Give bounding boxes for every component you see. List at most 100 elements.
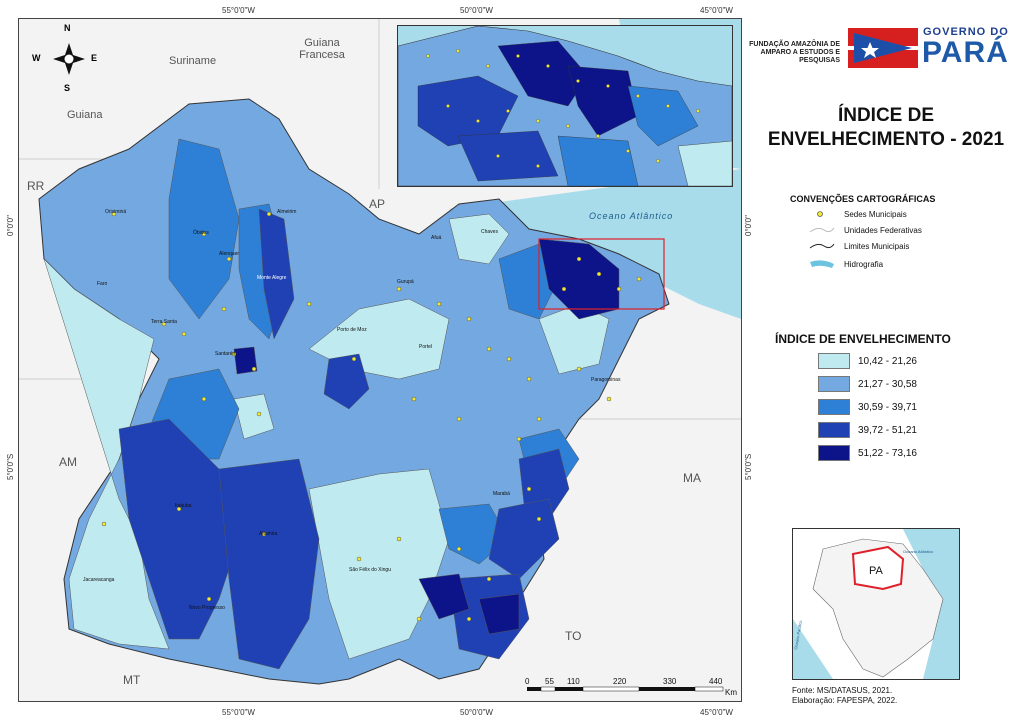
muni-label: Jacareacanga	[83, 577, 115, 583]
lat-label-left: 5°0'0"S	[6, 453, 15, 480]
conv-limits: Limites Municipais	[808, 239, 909, 253]
title-line-1: ÍNDICE DE	[837, 105, 935, 126]
compass-n: N	[64, 23, 71, 33]
state-label-am: AM	[59, 455, 77, 469]
legend-label: 39,72 - 51,21	[858, 424, 917, 436]
lat-label-right: 5°0'0"S	[744, 453, 753, 480]
org-line-2: AMPARO A ESTUDOS E	[760, 49, 840, 56]
muni-label: Novo Progresso	[189, 605, 225, 611]
legend-label: 30,59 - 39,71	[858, 401, 917, 413]
state-label-ma: MA	[683, 471, 701, 485]
legend-row: 39,72 - 51,21	[818, 421, 917, 439]
muni-label: Marabá	[493, 491, 510, 497]
lat-label-right: 0°0'0"	[744, 215, 753, 236]
map-canvas	[19, 19, 741, 692]
muni-label: Terra Santa	[151, 319, 177, 325]
country-label-guiana-francesa: Guiana Francesa	[299, 37, 345, 61]
compass-w: W	[32, 53, 41, 63]
muni-label: Monte Alegre	[257, 275, 287, 281]
scale-tick: 110	[567, 677, 580, 686]
map-title: ÍNDICE DE ENVELHECIMENTO - 2021	[755, 104, 1017, 152]
scale-bar	[527, 686, 724, 692]
legend-row: 21,27 - 30,58	[818, 375, 917, 393]
conv-label: Hidrografia	[844, 259, 884, 269]
legend-label: 21,27 - 30,58	[858, 378, 917, 390]
source-line-2: Elaboração: FAPESPA, 2022.	[792, 696, 898, 705]
muni-label: Portel	[419, 344, 433, 350]
legend-row: 51,22 - 73,16	[818, 444, 917, 462]
muni-label: Oriximiná	[105, 209, 127, 215]
muni-label: Faro	[97, 281, 108, 287]
muni-label: Almeirim	[277, 209, 297, 215]
country-label-suriname: Suriname	[169, 55, 217, 67]
muni-label: Altamira	[259, 531, 278, 537]
legend-label: 10,42 - 21,26	[858, 355, 917, 367]
state-label-rr: RR	[27, 179, 45, 193]
scale-tick: 440	[709, 677, 723, 686]
scale-tick: 220	[613, 677, 627, 686]
legend-title: ÍNDICE DE ENVELHECIMENTO	[775, 332, 951, 346]
state-label-to: TO	[565, 629, 582, 643]
municipal-seats	[101, 211, 642, 622]
lon-label-bottom: 55°0'0"W	[222, 708, 255, 717]
conventions-title: CONVENÇÕES CARTOGRÁFICAS	[790, 194, 936, 204]
scale-tick: 0	[525, 677, 530, 686]
hydrography-icon	[808, 258, 836, 270]
detail-inset-map[interactable]	[397, 25, 733, 187]
muni-label: Chaves	[481, 229, 498, 235]
legend-row: 30,59 - 39,71	[818, 398, 917, 416]
conv-states: Unidades Federativas	[808, 223, 922, 237]
legend-swatch	[818, 445, 850, 461]
title-line-2: ENVELHECIMENTO - 2021	[767, 129, 1005, 150]
detail-inset-canvas	[398, 26, 732, 186]
conv-label: Limites Municipais	[844, 241, 910, 251]
state-line-icon	[808, 224, 836, 236]
locator-state-label: PA	[869, 565, 883, 577]
compass-e: E	[91, 53, 98, 63]
org-line-1: FUNDAÇÃO AMAZÔNIA DE	[749, 41, 840, 48]
lon-label-top: 50°0'0"W	[460, 6, 493, 15]
gov-main-text: PARÁ	[922, 36, 1009, 69]
source-line-1: Fonte: MS/DATASUS, 2021.	[792, 686, 893, 695]
scale-tick: 55	[545, 677, 554, 686]
conv-hydro: Hidrografia	[808, 257, 883, 271]
seat-dot-icon	[808, 208, 836, 220]
legend-swatch	[818, 376, 850, 392]
para-flag-icon	[848, 28, 918, 68]
org-line-3: PESQUISAS	[799, 57, 840, 64]
legend-swatch	[818, 353, 850, 369]
lon-label-bottom: 50°0'0"W	[460, 708, 493, 717]
fapespa-logo-text: FUNDAÇÃO AMAZÔNIA DE AMPARO A ESTUDOS E …	[748, 41, 840, 65]
legend-swatch	[818, 422, 850, 438]
muni-label: Santarém	[215, 351, 237, 357]
ocean-label: Oceano Atlântico	[589, 211, 674, 221]
conv-seats: Sedes Municipais	[808, 207, 907, 221]
locator-canvas	[793, 529, 959, 679]
brazil-locator-map[interactable]: PA Oceano Atlântico Oceano Pacífico	[792, 528, 960, 680]
muni-label: Porto de Moz	[337, 327, 367, 333]
muni-label: Afuá	[431, 235, 442, 241]
scale-unit: Km	[725, 688, 737, 697]
muni-label: Itaituba	[175, 503, 192, 509]
legend-row: 10,42 - 21,26	[818, 352, 917, 370]
locator-ocean-label: Oceano Atlântico	[903, 549, 934, 554]
conv-label: Sedes Municipais	[844, 209, 907, 219]
conv-label: Unidades Federativas	[844, 225, 922, 235]
source-note: Fonte: MS/DATASUS, 2021. Elaboração: FAP…	[792, 686, 897, 706]
main-map[interactable]: Suriname Guiana Francesa Guiana RR AP AM…	[18, 18, 742, 702]
limit-line-icon	[808, 240, 836, 252]
lon-label-top: 55°0'0"W	[222, 6, 255, 15]
lon-label-top: 45°0'0"W	[700, 6, 733, 15]
compass-s: S	[64, 83, 71, 93]
state-label-ap: AP	[369, 197, 386, 211]
country-label-guiana: Guiana	[67, 109, 103, 121]
state-label-mt: MT	[123, 673, 141, 687]
lat-label-left: 0°0'0"	[6, 215, 15, 236]
gov-top-text: GOVERNO DO	[923, 26, 1009, 38]
zoom-extent-rect	[538, 238, 665, 310]
legend-swatch	[818, 399, 850, 415]
muni-label: Gurupá	[397, 279, 414, 285]
muni-label: Alenquer	[219, 251, 240, 257]
lon-label-bottom: 45°0'0"W	[700, 708, 733, 717]
muni-label: São Félix do Xingu	[349, 567, 391, 573]
